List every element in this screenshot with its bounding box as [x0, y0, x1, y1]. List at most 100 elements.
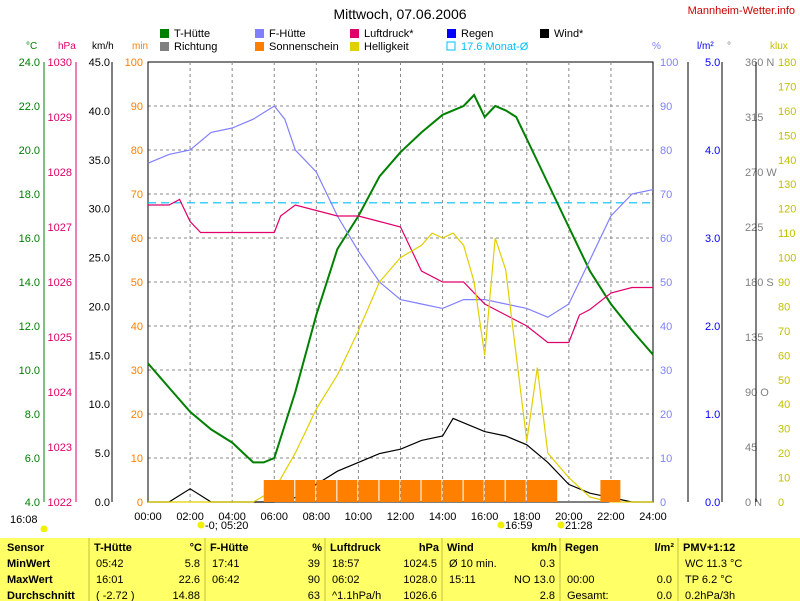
summary-cell: 0.2hPa/3h [685, 590, 735, 601]
summary-cell: 06:42 [212, 574, 240, 586]
summary-unit: hPa [419, 542, 440, 554]
axis-tick-time: 16:00 [471, 511, 499, 523]
axis-tick-lux: 130 [778, 179, 796, 191]
axis-tick-lux: 30 [778, 424, 790, 436]
sun-icon [557, 521, 565, 529]
axis-tick-sun: 40 [131, 321, 143, 333]
time-marker-moonset: 16:08 [10, 514, 38, 526]
axis-tick-lux: 60 [778, 350, 790, 362]
sunshine-bar [505, 480, 526, 502]
axis-tick-time: 12:00 [387, 511, 415, 523]
summary-value: 1026.6 [403, 590, 437, 601]
axis-tick-lux: 160 [778, 106, 796, 118]
sunshine-bar [463, 480, 484, 502]
summary-cell: WC 11.3 °C [685, 558, 742, 570]
legend-label: Helligkeit [364, 41, 409, 53]
axis-tick-humidity: 60 [660, 233, 672, 245]
legend-swatch [255, 42, 264, 51]
summary-unit: °C [190, 542, 202, 554]
series-line-luftdruck [148, 198, 653, 344]
axis-tick-time: 08:00 [303, 511, 331, 523]
axis-tick-pressure: 1027 [48, 222, 72, 234]
axis-tick-wind: 0.0 [95, 497, 110, 509]
chart-axes: °C 24.0 22.0 20.0 18.0 16.0 14.0 12.0 10.0 8.0 6.0… [19, 41, 797, 523]
axis-tick-temp: 8.0 [25, 409, 40, 421]
axis-unit-humidity: % [652, 41, 661, 52]
axis-tick-time: 10:00 [345, 511, 373, 523]
brand-link[interactable]: Mannheim-Wetter.info [687, 5, 795, 17]
chart-series [147, 93, 654, 503]
axis-tick-wind: 5.0 [95, 448, 110, 460]
axis-tick-humidity: 80 [660, 145, 672, 157]
axis-tick-sun: 80 [131, 145, 143, 157]
axis-tick-temp: 4.0 [25, 497, 40, 509]
sun-icon [40, 525, 48, 532]
summary-header: T-Hütte [94, 542, 132, 554]
time-marker-noon: 16:59 [505, 520, 533, 532]
axis-tick-temp: 20.0 [19, 145, 40, 157]
axis-tick-lux: 120 [778, 204, 796, 216]
axis-tick-sun: 90 [131, 101, 143, 113]
legend-label: Sonnenschein [269, 41, 339, 53]
summary-header: Luftdruck [330, 542, 382, 554]
axis-tick-time: 22:00 [597, 511, 625, 523]
axis-tick-time: 02:00 [176, 511, 204, 523]
axis-tick-pressure: 1026 [48, 277, 72, 289]
axis-tick-direction: 180 S [745, 277, 774, 289]
axis-tick-humidity: 0 [660, 497, 666, 509]
axis-tick-humidity: 30 [660, 365, 672, 377]
axis-unit-direction: ° [727, 41, 731, 52]
legend-swatch [255, 29, 264, 38]
axis-tick-humidity: 10 [660, 453, 672, 465]
chart-legend: T-Hütte F-Hütte Luftdruck* Regen Wind* Richtu… [160, 28, 584, 53]
sun-icon [197, 521, 205, 529]
axis-tick-humidity: 40 [660, 321, 672, 333]
summary-value: 1024.5 [403, 558, 437, 570]
time-marker-sunset: 21:28 [565, 520, 593, 532]
summary-value: 63 [308, 590, 320, 601]
legend-swatch [350, 42, 359, 51]
axis-tick-lux: 90 [778, 277, 790, 289]
axis-tick-lux: 50 [778, 375, 790, 387]
chart-title: Mittwoch, 07.06.2006 [333, 6, 467, 22]
axis-tick-lux: 150 [778, 130, 796, 142]
axis-tick-pressure: 1028 [48, 167, 72, 179]
summary-value: 0.0 [657, 590, 672, 601]
legend-label: Wind* [554, 28, 584, 40]
legend-swatch [160, 42, 169, 51]
summary-table: Sensor T-Hütte °C F-Hütte% Luftdruck hPa Wind k… [0, 538, 800, 601]
axis-tick-temp: 6.0 [25, 453, 40, 465]
legend-label: Luftdruck* [364, 28, 414, 40]
summary-cell: ^1.1hPa/h [332, 590, 381, 601]
sunshine-bar [600, 480, 621, 502]
axis-tick-lux: 110 [778, 228, 796, 240]
axis-tick-wind: 30.0 [89, 204, 110, 216]
axis-tick-sun: 0 [137, 497, 143, 509]
axis-tick-direction: 45 [745, 442, 757, 454]
sun-icon [497, 521, 505, 529]
axis-tick-pressure: 1030 [48, 57, 72, 69]
sunshine-bar [295, 480, 316, 502]
axis-tick-wind: 45.0 [89, 57, 110, 69]
weather-chart: T-Hütte F-Hütte Luftdruck* Regen Wind* Richtu… [10, 28, 797, 532]
summary-value: 0.3 [540, 558, 555, 570]
summary-value: 39 [308, 558, 320, 570]
axis-tick-temp: 22.0 [19, 101, 40, 113]
summary-cell: TP 6.2 °C [685, 574, 733, 586]
summary-value: NO 13.0 [514, 574, 555, 586]
axis-tick-rain: 1.0 [705, 409, 720, 421]
time-marker-sunrise: -0; 05:20 [205, 520, 248, 532]
sunshine-bar [537, 480, 558, 502]
axis-tick-lux: 80 [778, 301, 790, 313]
axis-tick-rain: 3.0 [705, 233, 720, 245]
axis-tick-direction: 225 [745, 222, 763, 234]
series-line-thtte [147, 93, 654, 464]
chart-grid [147, 61, 654, 503]
sunshine-bar [442, 480, 463, 502]
axis-tick-lux: 100 [778, 253, 796, 265]
axis-tick-humidity: 50 [660, 277, 672, 289]
axis-tick-sun: 50 [131, 277, 143, 289]
summary-row-label: MinWert [7, 558, 51, 570]
legend-label: 17.6 Monat-Ø [461, 41, 529, 53]
legend-label: Regen [461, 28, 493, 40]
